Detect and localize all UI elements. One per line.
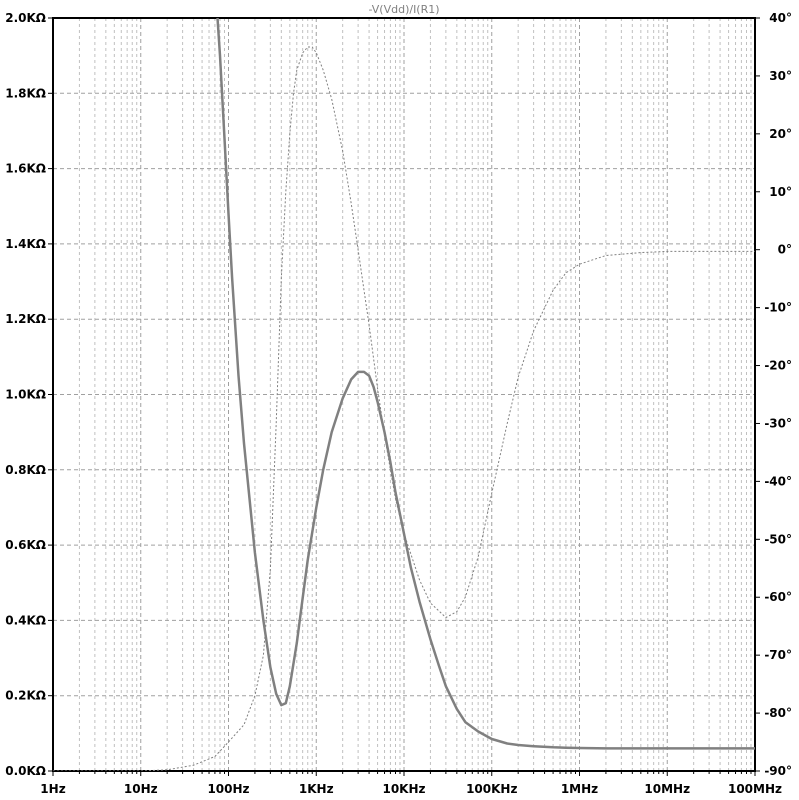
y-left-tick-label: 1.0KΩ bbox=[5, 388, 46, 402]
y-right-tick-label: 20° bbox=[769, 127, 792, 141]
y-right-tick-label: -70° bbox=[764, 648, 792, 662]
y-left-tick-label: 0.6KΩ bbox=[5, 538, 46, 552]
y-right-tick-label: -10° bbox=[764, 301, 792, 315]
y-left-tick-label: 1.2KΩ bbox=[5, 312, 46, 326]
y-right-tick-label: 30° bbox=[769, 69, 792, 83]
x-tick-label: 1KHz bbox=[299, 782, 334, 796]
x-tick-labels: 1Hz 10Hz 100Hz 1KHz 10KHz 100KHz 1MHz 10MHz 100M… bbox=[40, 771, 782, 796]
y-right-tick-label: -60° bbox=[764, 590, 792, 604]
magnitude-curve bbox=[216, 18, 755, 750]
y-right-tick-label: -90° bbox=[764, 764, 792, 778]
y-left-tick-label: 0.8KΩ bbox=[5, 463, 46, 477]
x-tick-label: 10KHz bbox=[382, 782, 425, 796]
x-tick-label: 10MHz bbox=[644, 782, 690, 796]
y-right-tick-label: -40° bbox=[764, 474, 792, 488]
y-right-tick-label: -50° bbox=[764, 532, 792, 546]
y-left-tick-label: 1.8KΩ bbox=[5, 86, 46, 100]
y-right-tick-label: -20° bbox=[764, 359, 792, 373]
y-left-tick-label: 1.4KΩ bbox=[5, 237, 46, 251]
phase-curve bbox=[53, 46, 755, 771]
grid bbox=[52, 17, 756, 772]
x-tick-label: 1MHz bbox=[561, 782, 598, 796]
chart-title: -V(Vdd)/I(R1) bbox=[368, 3, 439, 16]
x-tick-label: 100KHz bbox=[466, 782, 517, 796]
x-tick-label: 1Hz bbox=[40, 782, 65, 796]
y-left-tick-label: 0.0KΩ bbox=[5, 764, 46, 778]
y-right-tick-label: 0° bbox=[778, 243, 792, 257]
x-tick-label: 10Hz bbox=[124, 782, 158, 796]
y-left-tick-label: 1.6KΩ bbox=[5, 162, 46, 176]
y-left-tick-label: 0.2KΩ bbox=[5, 689, 46, 703]
y-right-tick-label: 40° bbox=[769, 11, 792, 25]
y-right-tick-labels: -90° -80° -70° -60° -50° -40° -30° -20° -10° 0° 10… bbox=[755, 11, 792, 778]
y-left-tick-label: 0.4KΩ bbox=[5, 613, 46, 627]
y-right-tick-label: -80° bbox=[764, 706, 792, 720]
x-tick-label: 100Hz bbox=[207, 782, 249, 796]
series-layer bbox=[53, 18, 755, 771]
y-right-tick-label: -30° bbox=[764, 416, 792, 430]
y-left-tick-labels: 0.0KΩ 0.2KΩ 0.4KΩ 0.6KΩ 0.8KΩ 1.0KΩ 1.2KΩ 1.4KΩ… bbox=[5, 11, 53, 778]
x-tick-label: 100MHz bbox=[728, 782, 782, 796]
y-left-tick-label: 2.0KΩ bbox=[5, 11, 46, 25]
y-right-tick-label: 10° bbox=[769, 185, 792, 199]
